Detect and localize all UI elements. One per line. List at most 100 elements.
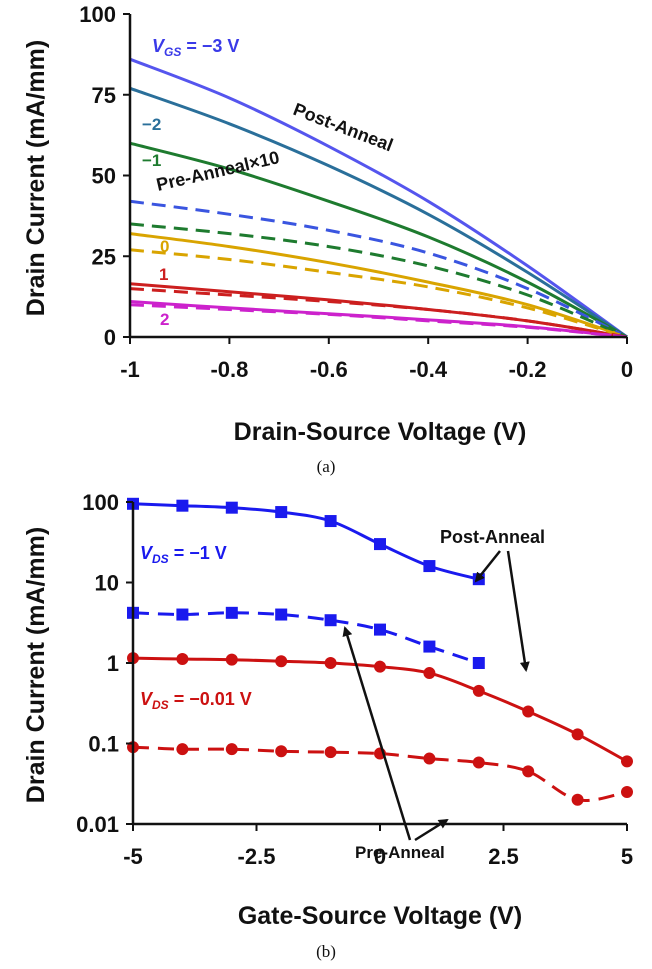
post-anneal-arrow-2: [506, 550, 530, 672]
chart-a-ylabel: Drain Current (mA/mm): [22, 40, 50, 316]
chart-a-series: [129, 57, 628, 339]
chart-a-xtick-label: 0: [621, 357, 633, 382]
chart-a-pre-anneal-x10-line-vgs--3: [129, 199, 628, 339]
chart-b-point: [176, 608, 189, 621]
chart-b-point: [176, 743, 189, 756]
chart-b-point: [324, 614, 337, 627]
chart-b-point: [423, 640, 436, 653]
chart-b-point: [522, 765, 535, 778]
chart-a-gate-label-1: 1: [159, 265, 168, 284]
chart-b-point: [472, 657, 485, 669]
vds-lo-sub: DS: [152, 698, 169, 712]
chart-b-ytick-label: 0.01: [76, 812, 119, 837]
vds-hi-sub: DS: [152, 552, 169, 566]
chart-b-ytick-label: 0.1: [88, 732, 119, 757]
chart-b-point: [374, 538, 386, 551]
chart-b-point: [621, 755, 633, 768]
chart-a-xlabel: Drain-Source Voltage (V): [234, 418, 527, 446]
chart-b-point: [176, 653, 189, 666]
chart-a-post-anneal-line-vgs--3: [129, 57, 628, 339]
chart-a-ytick-label: 25: [92, 244, 116, 269]
chart-b-point: [324, 657, 337, 669]
pre-anneal-arrow-2: [414, 818, 449, 842]
chart-b-point: [225, 606, 238, 619]
vgs-value: = −3 V: [181, 36, 239, 56]
chart-a-gate-label-m2: −2: [142, 115, 161, 134]
chart-a-pre-anneal-x10-line-vgs-1: [129, 287, 628, 339]
chart-a-gate-label-2: 2: [160, 310, 169, 329]
vgs-v: V: [152, 36, 166, 56]
chart-a-xtick-label: -0.8: [210, 357, 248, 382]
chart-b-point: [571, 793, 584, 806]
chart-b-xtick-label: -5: [123, 844, 143, 869]
chart-b-point: [472, 756, 485, 769]
chart-a-gate-label-m1: −1: [142, 151, 161, 170]
chart-b-post-anneal-label: Post-Anneal: [440, 527, 545, 547]
chart-b-xlabel: Gate-Source Voltage (V): [238, 902, 522, 930]
chart-a-xtick-label: -1: [120, 357, 140, 382]
chart-a-ytick-label: 50: [92, 164, 116, 189]
chart-a-ytick-label: 0: [104, 325, 116, 350]
chart-a-caption: (a): [317, 457, 336, 476]
chart-b-ytick-label: 1: [107, 651, 119, 676]
vgs-sub: GS: [164, 45, 181, 59]
chart-a-xtick-label: -0.2: [509, 357, 547, 382]
chart-a-post-anneal-line-vgs--2: [129, 86, 628, 339]
chart-b-point: [275, 608, 288, 621]
chart-a-xtick-label: -0.4: [409, 357, 448, 382]
chart-b-xtick-label: -2.5: [238, 844, 276, 869]
chart-a-pre-anneal-x10-line-vgs-2: [129, 303, 628, 339]
chart-a-post-anneal-line-vgs-0: [129, 232, 628, 339]
vds-hi-value: = −1 V: [169, 543, 227, 563]
chart-a-ticks: -1 -0.8 -0.6 -0.4 -0.2 0 0 25 50 75 100: [79, 2, 633, 382]
chart-a-pre-anneal-x10-line-vgs-0: [129, 248, 628, 339]
chart-b-point: [472, 684, 485, 697]
chart-a: -1 -0.8 -0.6 -0.4 -0.2 0 0 25 50 75 100 Drain Curr…: [22, 2, 633, 476]
chart-a-ytick-label: 100: [79, 2, 116, 27]
chart-a-post-anneal-line-vgs--1: [129, 141, 628, 339]
vds-lo-v: V: [140, 689, 154, 709]
chart-b-point: [374, 660, 386, 673]
chart-b-point: [423, 667, 436, 680]
chart-b-point: [324, 746, 337, 759]
chart-a-vgs-label: VGS = −3 V: [152, 36, 239, 59]
chart-b-ticks: -5 -2.5 0 2.5 5 0.01 0.1 1 10 100: [76, 490, 633, 869]
chart-a-gate-label-0: 0: [160, 237, 169, 256]
chart-b-ytick-label: 10: [95, 571, 119, 596]
chart-b-vds-hi-label: VDS = −1 V: [140, 543, 227, 566]
chart-b: -5 -2.5 0 2.5 5 0.01 0.1 1 10 100 Drain Current (…: [22, 490, 633, 961]
chart-b-caption: (b): [316, 942, 336, 961]
chart-a-ytick-label: 75: [92, 83, 116, 108]
chart-a-post-anneal-label: Post-Anneal: [291, 99, 396, 155]
chart-b-point: [522, 705, 535, 718]
chart-b-point: [275, 506, 288, 519]
chart-b-xtick-label: 5: [621, 844, 633, 869]
chart-b-point: [225, 743, 238, 756]
chart-b-pre-anneal-label: Pre-Anneal: [355, 843, 445, 862]
chart-b-ytick-label: 100: [82, 490, 119, 515]
chart-b-ylabel: Drain Current (mA/mm): [22, 527, 50, 803]
chart-b-point: [225, 653, 238, 666]
chart-b-series: [127, 497, 633, 806]
post-anneal-arrow-1: [474, 550, 501, 583]
chart-b-point: [571, 728, 584, 741]
chart-b-pre-anneal-line-vds--0.01: [132, 745, 628, 802]
chart-b-vds-lo-label: VDS = −0.01 V: [140, 689, 252, 712]
vds-lo-value: = −0.01 V: [169, 689, 252, 709]
vds-hi-v: V: [140, 543, 154, 563]
chart-b-point: [374, 623, 386, 636]
chart-b-xtick-label: 0: [374, 844, 386, 869]
chart-b-point: [225, 501, 238, 514]
chart-a-pre-anneal-x10-line-vgs--1: [129, 222, 628, 339]
chart-b-point: [423, 560, 436, 573]
chart-b-xtick-label: 2.5: [488, 844, 519, 869]
chart-a-post-anneal-line-vgs-1: [129, 282, 628, 339]
chart-b-point: [324, 515, 337, 528]
chart-b-point: [621, 785, 633, 798]
pre-anneal-arrow-1: [342, 626, 412, 841]
chart-b-point: [275, 745, 288, 758]
chart-b-point: [275, 655, 288, 668]
chart-a-xtick-label: -0.6: [310, 357, 348, 382]
chart-b-point: [423, 752, 436, 765]
